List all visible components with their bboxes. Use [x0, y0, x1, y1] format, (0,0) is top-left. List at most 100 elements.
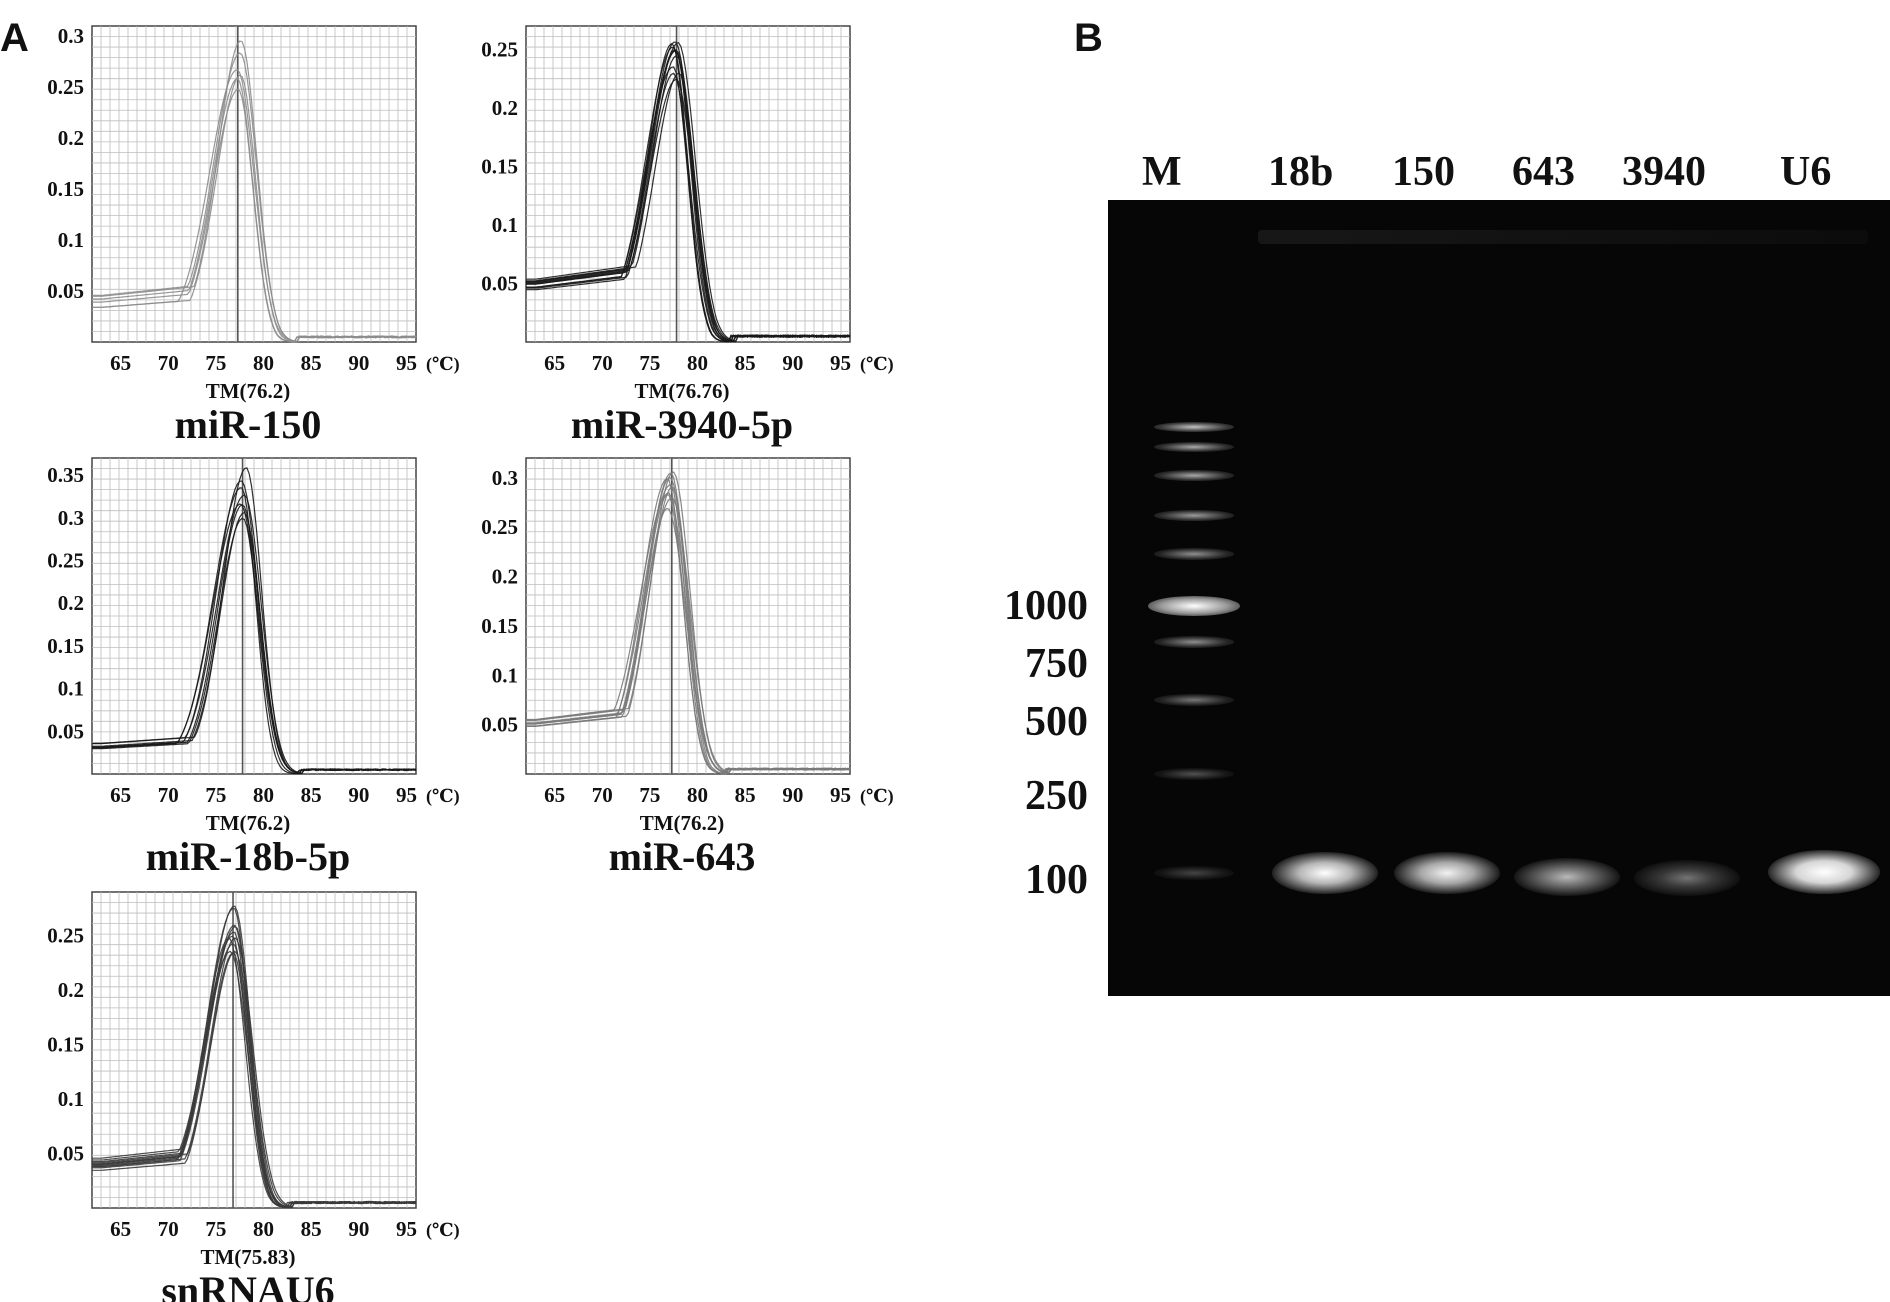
melt-chart-mir-150: 0.3 0.25 0.2 0.15 0.1 0.05 65 70 75 80 85 90 95 (℃) TM… [47, 24, 459, 447]
y-tick-label: 0.15 [47, 634, 84, 658]
size-label-1000: 1000 [1004, 583, 1088, 629]
size-label-100: 100 [1025, 857, 1088, 903]
x-unit-label: (℃) [860, 786, 894, 807]
ladder-band-500 [1154, 694, 1234, 706]
x-tick-label: 75 [205, 351, 226, 375]
lane-label-643: 643 [1512, 149, 1575, 195]
x-tick-label: 75 [205, 783, 226, 807]
x-tick-label: 80 [687, 783, 708, 807]
y-tick-label: 0.1 [58, 677, 84, 701]
chart-title: miR-150 [175, 402, 322, 447]
y-tick-label: 0.15 [481, 154, 518, 178]
x-tick-label: 90 [348, 351, 369, 375]
x-tick-label: 80 [253, 351, 274, 375]
lane-label-u6: U6 [1780, 149, 1832, 195]
x-tick-label: 75 [639, 783, 660, 807]
x-tick-label: 95 [830, 783, 851, 807]
tm-label: TM(76.2) [206, 379, 291, 403]
y-tick-label: 0.05 [47, 1142, 84, 1166]
y-tick-label: 0.1 [58, 228, 84, 252]
tm-label: TM(75.83) [200, 1245, 295, 1269]
lane-label-150: 150 [1392, 149, 1455, 195]
melt-curve [526, 476, 851, 774]
x-tick-label: 70 [158, 783, 179, 807]
y-tick-label: 0.05 [481, 271, 518, 295]
melt-curve [92, 937, 417, 1209]
melt-curve [526, 41, 851, 342]
chart-title: snRNAU6 [161, 1268, 334, 1302]
ladder-band [1154, 442, 1234, 452]
chart-title: miR-18b-5p [146, 834, 350, 879]
melt-curve [92, 494, 417, 774]
lane-label-18b: 18b [1268, 149, 1334, 195]
y-tick-label: 0.15 [481, 614, 518, 638]
x-tick-label: 65 [544, 783, 565, 807]
x-tick-label: 85 [301, 783, 322, 807]
x-tick-label: 70 [592, 351, 613, 375]
y-tick-label: 0.3 [492, 466, 518, 490]
tm-label: TM(76.2) [640, 811, 725, 835]
melt-curve-panels: 0.3 0.25 0.2 0.15 0.1 0.05 65 70 75 80 85 90 95 (℃) TM… [47, 24, 894, 1302]
y-tick-label: 0.15 [47, 177, 84, 201]
ladder-band [1154, 510, 1234, 521]
melt-chart-mir-3940-5p: 0.25 0.2 0.15 0.1 0.05 65 70 75 80 85 90 95 (℃) TM(76… [481, 25, 894, 447]
x-tick-label: 80 [253, 783, 274, 807]
panel-b-letter: B [1074, 16, 1103, 60]
sample-band-u6 [1768, 850, 1880, 894]
x-tick-label: 90 [782, 783, 803, 807]
x-tick-label: 65 [110, 1217, 131, 1241]
x-tick-label: 75 [205, 1217, 226, 1241]
sample-band-3940 [1634, 860, 1740, 896]
x-unit-label: (℃) [426, 1220, 460, 1241]
x-tick-label: 65 [110, 351, 131, 375]
melt-curve [92, 511, 417, 774]
melt-curve [92, 74, 417, 343]
y-tick-label: 0.25 [47, 548, 84, 572]
x-unit-label: (℃) [426, 786, 460, 807]
x-tick-label: 90 [782, 351, 803, 375]
y-tick-label: 0.2 [492, 96, 518, 120]
x-tick-label: 90 [348, 783, 369, 807]
x-tick-label: 85 [735, 783, 756, 807]
x-tick-label: 95 [396, 783, 417, 807]
y-tick-label: 0.05 [47, 279, 84, 303]
melt-chart-snrnau6: 0.25 0.2 0.15 0.1 0.05 65 70 75 80 85 90 95 (℃) TM(75… [47, 891, 460, 1302]
x-tick-label: 90 [348, 1217, 369, 1241]
y-tick-label: 0.1 [492, 663, 518, 687]
chart-title: miR-3940-5p [571, 402, 793, 447]
melt-curve [526, 49, 851, 343]
melt-curve [92, 77, 417, 343]
y-tick-label: 0.2 [58, 126, 84, 150]
melt-chart-mir-18b-5p: 0.35 0.3 0.25 0.2 0.15 0.1 0.05 65 70 75 80 85 90 95 (… [47, 457, 460, 879]
y-tick-label: 0.05 [47, 719, 84, 743]
y-tick-label: 0.2 [58, 591, 84, 615]
x-tick-label: 80 [687, 351, 708, 375]
size-label-500: 500 [1025, 699, 1088, 745]
sample-band-643 [1514, 858, 1620, 896]
y-tick-label: 0.2 [58, 978, 84, 1002]
ladder-band [1154, 548, 1234, 560]
lane-label-marker: M [1142, 149, 1182, 195]
y-tick-label: 0.3 [58, 24, 84, 48]
chart-title: miR-643 [609, 834, 756, 879]
y-tick-label: 0.3 [58, 506, 84, 530]
x-tick-label: 95 [396, 351, 417, 375]
x-tick-label: 65 [544, 351, 565, 375]
ladder-band-100 [1154, 866, 1234, 880]
y-tick-label: 0.35 [47, 463, 84, 487]
x-tick-label: 95 [396, 1217, 417, 1241]
tm-label: TM(76.76) [634, 379, 729, 403]
x-tick-label: 65 [110, 783, 131, 807]
x-tick-label: 85 [301, 351, 322, 375]
y-tick-label: 0.2 [492, 565, 518, 589]
x-tick-label: 80 [253, 1217, 274, 1241]
tm-label: TM(76.2) [206, 811, 291, 835]
x-unit-label: (℃) [860, 354, 894, 375]
x-tick-label: 75 [639, 351, 660, 375]
gel-image [1108, 200, 1890, 996]
panel-a-letter: A [0, 16, 29, 60]
ladder-band-1000 [1148, 596, 1240, 616]
x-tick-label: 70 [158, 351, 179, 375]
y-tick-label: 0.25 [47, 75, 84, 99]
y-tick-label: 0.25 [481, 37, 518, 61]
